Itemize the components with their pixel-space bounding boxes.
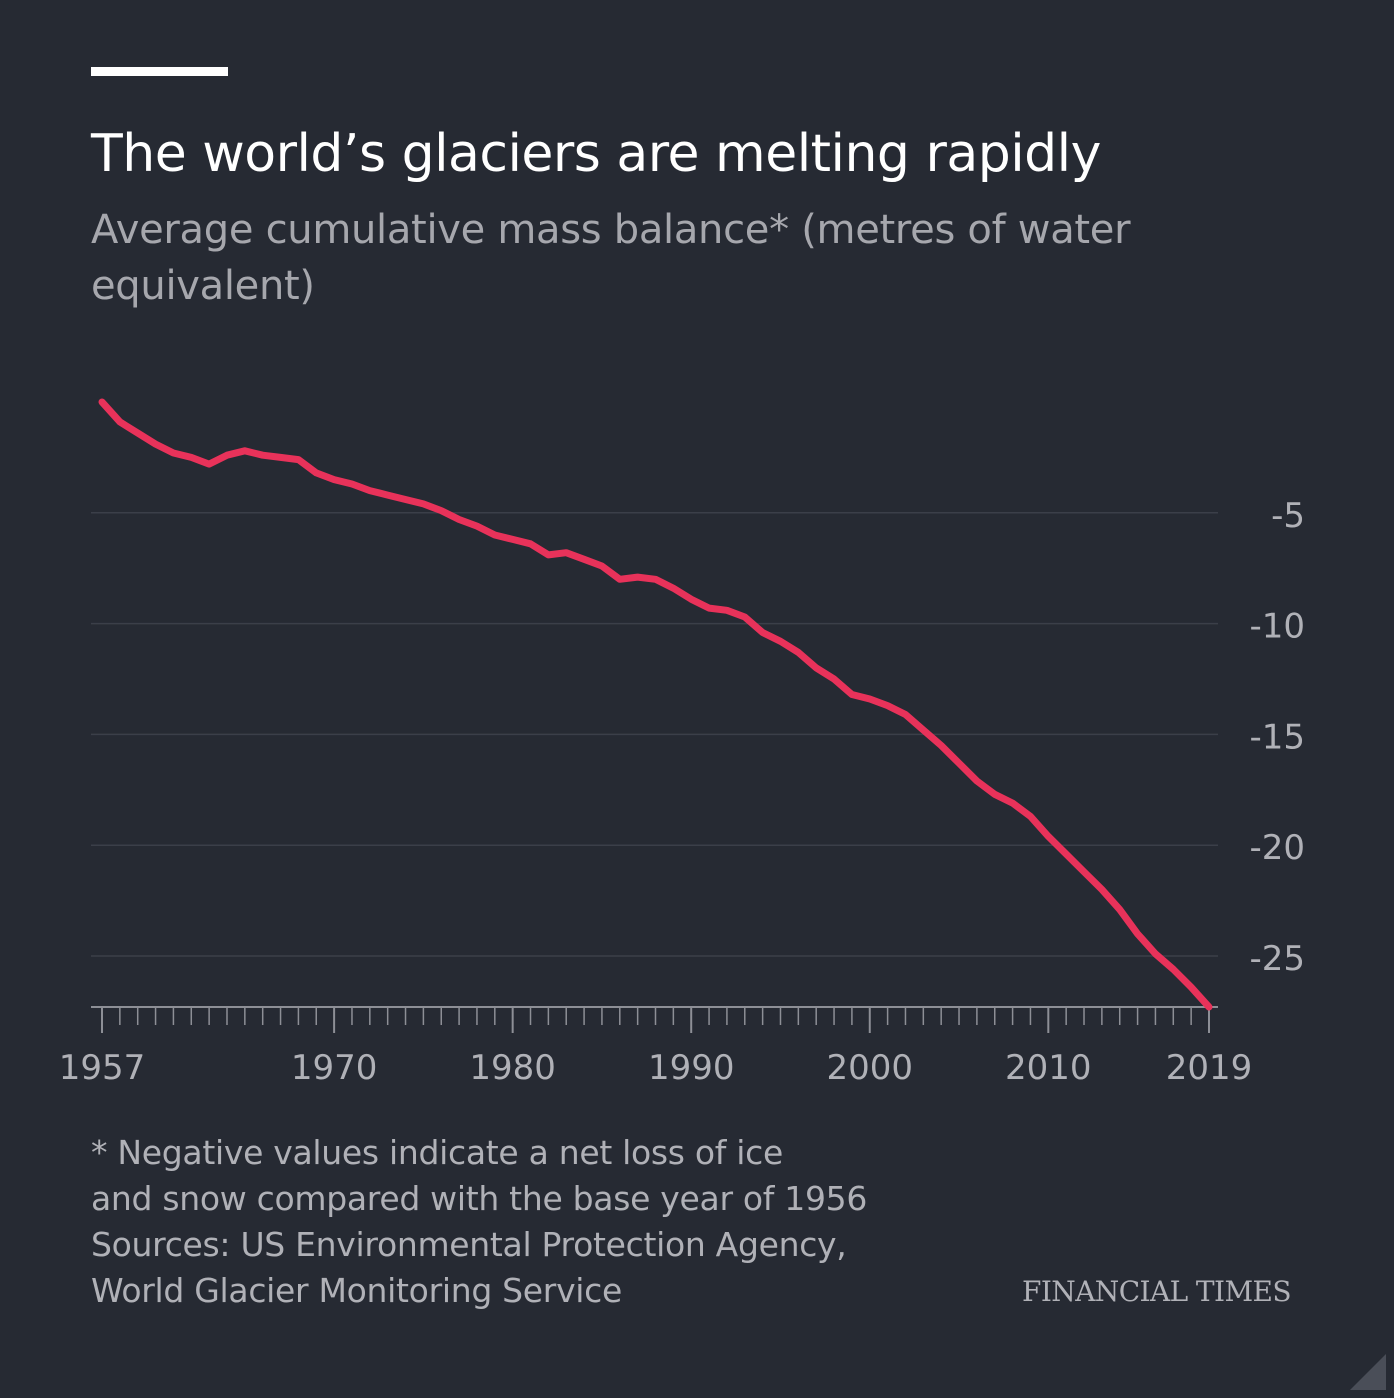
header-accent-bar [91,67,228,76]
x-tick-label: 1980 [469,1048,556,1088]
y-tick-label: -10 [1249,607,1305,647]
sources-line: World Glacier Monitoring Service [91,1271,623,1310]
y-tick-label: -5 [1271,496,1305,536]
sources-line: Sources: US Environmental Protection Age… [91,1225,847,1264]
footnote: * Negative values indicate a net loss of… [91,1130,991,1314]
x-tick-label: 1970 [291,1048,378,1088]
footnote-line: * Negative values indicate a net loss of… [91,1133,783,1172]
chart-subtitle: Average cumulative mass balance* (metres… [91,207,1131,309]
y-tick-label: -15 [1249,717,1305,757]
x-tick-label: 2000 [826,1048,913,1088]
corner-resize-icon [1350,1354,1386,1390]
x-tick-label: 1990 [648,1048,735,1088]
y-tick-label: -20 [1249,828,1305,868]
series-line [98,398,1213,1011]
footnote-line: and snow compared with the base year of … [91,1179,868,1218]
brand-logo: FINANCIAL TIMES [1022,1275,1292,1308]
chart-title: The world’s glaciers are melting rapidly [91,124,1101,184]
x-tick-label: 2010 [1005,1048,1092,1088]
x-tick-label: 1957 [59,1048,146,1088]
y-tick-label: -25 [1249,939,1305,979]
x-tick-label: 2019 [1166,1048,1253,1088]
